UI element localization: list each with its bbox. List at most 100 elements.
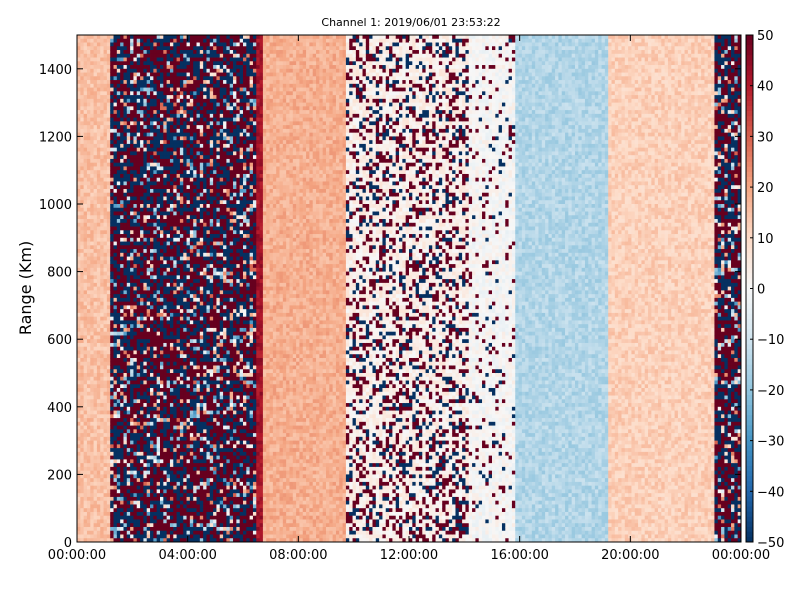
heatmap-cell bbox=[130, 215, 134, 219]
heatmap-cell bbox=[180, 426, 184, 430]
heatmap-cell bbox=[127, 200, 131, 204]
heatmap-cell bbox=[197, 501, 201, 505]
heatmap-cell bbox=[114, 54, 118, 58]
heatmap-cell bbox=[123, 84, 127, 88]
heatmap-cell bbox=[153, 373, 157, 377]
heatmap-cell bbox=[110, 452, 114, 456]
heatmap-cell bbox=[183, 444, 187, 448]
heatmap-cell bbox=[170, 332, 174, 336]
heatmap-cell bbox=[137, 121, 141, 125]
heatmap-cell bbox=[130, 519, 134, 523]
heatmap-cell bbox=[97, 125, 101, 129]
heatmap-cell bbox=[170, 189, 174, 193]
heatmap-cell bbox=[87, 76, 91, 80]
heatmap-cell bbox=[94, 185, 98, 189]
heatmap-cell bbox=[167, 437, 171, 441]
heatmap-cell bbox=[140, 328, 144, 332]
heatmap-cell bbox=[107, 456, 111, 460]
heatmap-cell bbox=[197, 519, 201, 523]
heatmap-cell bbox=[123, 95, 127, 99]
heatmap-cell bbox=[107, 80, 111, 84]
heatmap-cell bbox=[197, 444, 201, 448]
heatmap-cell bbox=[107, 140, 111, 144]
heatmap-cell bbox=[130, 212, 134, 216]
heatmap-cell bbox=[157, 283, 161, 287]
heatmap-cell bbox=[183, 384, 187, 388]
heatmap-cell bbox=[150, 242, 154, 246]
heatmap-cell bbox=[193, 287, 197, 291]
heatmap-cell bbox=[100, 272, 104, 276]
heatmap-cell bbox=[153, 489, 157, 493]
heatmap-cell bbox=[110, 523, 114, 527]
heatmap-cell bbox=[120, 189, 124, 193]
heatmap-cell bbox=[183, 456, 187, 460]
heatmap-cell bbox=[117, 88, 121, 92]
heatmap-cell bbox=[130, 84, 134, 88]
heatmap-cell bbox=[130, 531, 134, 535]
heatmap-cell bbox=[147, 471, 151, 475]
heatmap-cell bbox=[180, 61, 184, 65]
heatmap-cell bbox=[107, 433, 111, 437]
heatmap-cell bbox=[94, 328, 98, 332]
heatmap-cell bbox=[123, 155, 127, 159]
heatmap-cell bbox=[157, 508, 161, 512]
heatmap-cell bbox=[160, 320, 164, 324]
heatmap-cell bbox=[107, 489, 111, 493]
heatmap-cell bbox=[197, 230, 201, 234]
heatmap-cell bbox=[157, 335, 161, 339]
heatmap-cell bbox=[117, 448, 121, 452]
heatmap-cell bbox=[100, 223, 104, 227]
heatmap-cell bbox=[133, 275, 137, 279]
heatmap-cell bbox=[180, 414, 184, 418]
heatmap-cell bbox=[84, 103, 88, 107]
heatmap-cell bbox=[137, 95, 141, 99]
heatmap-cell bbox=[150, 234, 154, 238]
heatmap-cell bbox=[180, 114, 184, 118]
heatmap-cell bbox=[100, 103, 104, 107]
heatmap-cell bbox=[160, 433, 164, 437]
heatmap-cell bbox=[123, 347, 127, 351]
heatmap-cell bbox=[147, 283, 151, 287]
heatmap-cell bbox=[94, 414, 98, 418]
heatmap-cell bbox=[173, 99, 177, 103]
heatmap-cell bbox=[100, 61, 104, 65]
heatmap-cell bbox=[117, 155, 121, 159]
heatmap-cell bbox=[167, 335, 171, 339]
heatmap-cell bbox=[97, 84, 101, 88]
heatmap-cell bbox=[114, 396, 118, 400]
heatmap-cell bbox=[160, 91, 164, 95]
heatmap-cell bbox=[117, 486, 121, 490]
heatmap-cell bbox=[123, 362, 127, 366]
heatmap-cell bbox=[90, 369, 94, 373]
heatmap-cell bbox=[110, 193, 114, 197]
heatmap-cell bbox=[123, 185, 127, 189]
heatmap-cell bbox=[147, 73, 151, 77]
heatmap-cell bbox=[123, 136, 127, 140]
heatmap-cell bbox=[150, 426, 154, 430]
heatmap-cell bbox=[153, 433, 157, 437]
heatmap-cell bbox=[130, 448, 134, 452]
heatmap-cell bbox=[157, 174, 161, 178]
heatmap-cell bbox=[133, 230, 137, 234]
heatmap-cell bbox=[97, 54, 101, 58]
heatmap-cell bbox=[97, 294, 101, 298]
heatmap-cell bbox=[117, 287, 121, 291]
heatmap-cell bbox=[153, 234, 157, 238]
heatmap-cell bbox=[177, 253, 181, 257]
heatmap-cell bbox=[187, 527, 191, 531]
heatmap-cell bbox=[160, 230, 164, 234]
heatmap-cell bbox=[143, 403, 147, 407]
heatmap-cell bbox=[140, 444, 144, 448]
heatmap-cell bbox=[140, 73, 144, 77]
heatmap-cell bbox=[157, 313, 161, 317]
heatmap-cell bbox=[137, 264, 141, 268]
heatmap-cell bbox=[160, 298, 164, 302]
heatmap-cell bbox=[183, 65, 187, 69]
heatmap-cell bbox=[90, 185, 94, 189]
heatmap-cell bbox=[160, 482, 164, 486]
heatmap-cell bbox=[90, 200, 94, 204]
heatmap-cell bbox=[90, 411, 94, 415]
heatmap-cell bbox=[107, 166, 111, 170]
heatmap-cell bbox=[127, 46, 131, 50]
heatmap-cell bbox=[173, 478, 177, 482]
